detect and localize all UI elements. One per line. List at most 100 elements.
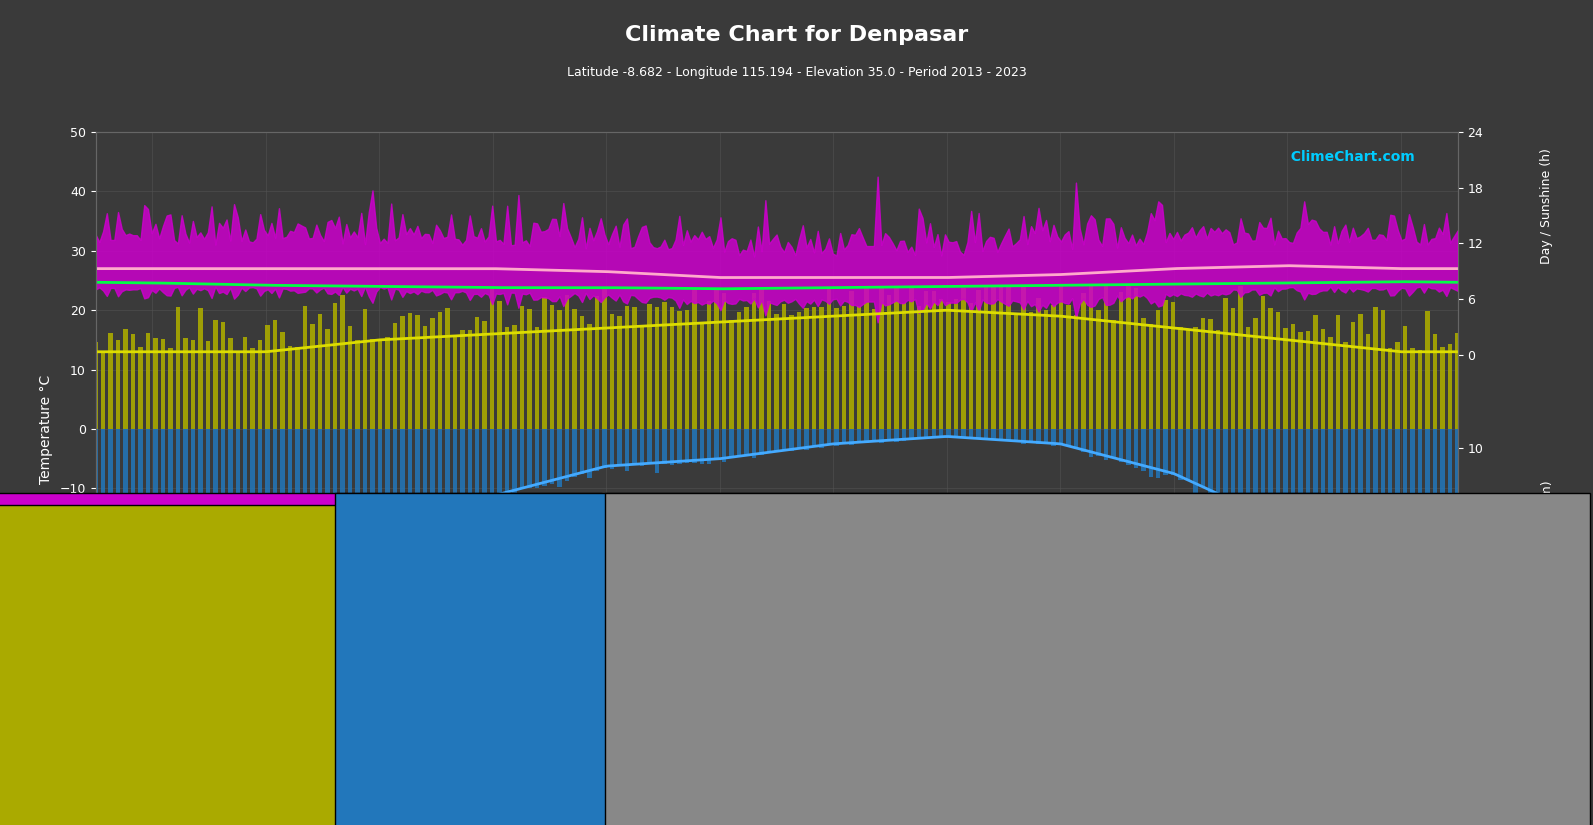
- Bar: [363, 429, 368, 587]
- Bar: [1434, 334, 1437, 429]
- Bar: [1209, 429, 1212, 495]
- Bar: [691, 429, 696, 464]
- Bar: [1118, 429, 1123, 462]
- Bar: [1418, 429, 1423, 643]
- Bar: [288, 429, 293, 633]
- Daylight per day: [629, 283, 648, 293]
- Bar: [258, 429, 263, 655]
- Bar: [347, 326, 352, 429]
- Bar: [752, 294, 757, 429]
- Bar: [796, 429, 801, 450]
- Bar: [932, 429, 937, 437]
- Bar: [1410, 429, 1415, 637]
- Bar: [355, 429, 360, 607]
- Bar: [1359, 314, 1362, 429]
- Bar: [1074, 315, 1078, 429]
- Text: Latitude -8.682 - Longitude 115.194 - Elevation 35.0 - Period 2013 - 2023: Latitude -8.682 - Longitude 115.194 - El…: [567, 66, 1026, 79]
- Bar: [588, 324, 591, 429]
- Bar: [669, 429, 674, 464]
- Bar: [370, 339, 374, 429]
- Bar: [341, 295, 344, 429]
- Text: — Monthly average sunshine: — Monthly average sunshine: [497, 771, 660, 780]
- Bar: [1276, 429, 1281, 529]
- Bar: [1284, 328, 1287, 429]
- Bar: [685, 429, 690, 463]
- Bar: [1434, 429, 1437, 649]
- Bar: [819, 429, 824, 448]
- Bar: [894, 429, 898, 442]
- Bar: [550, 429, 554, 484]
- Bar: [131, 429, 135, 733]
- Bar: [663, 429, 666, 464]
- Bar: [1007, 285, 1012, 429]
- Bar: [220, 323, 225, 429]
- Bar: [1403, 429, 1408, 633]
- Bar: [236, 351, 241, 429]
- Bar: [938, 429, 943, 437]
- Bar: [1426, 311, 1431, 429]
- Bar: [1276, 312, 1281, 429]
- Bar: [416, 315, 419, 429]
- Bar: [1448, 343, 1453, 429]
- Bar: [191, 340, 194, 429]
- Bar: [610, 314, 615, 429]
- Bar: [220, 429, 225, 688]
- Bar: [1021, 429, 1026, 444]
- Bar: [924, 291, 929, 429]
- Bar: [962, 429, 965, 438]
- Bar: [169, 429, 172, 709]
- Bar: [542, 298, 546, 429]
- Bar: [1290, 429, 1295, 538]
- Bar: [1171, 429, 1176, 475]
- Bar: [946, 303, 951, 429]
- Bar: [116, 340, 119, 429]
- Bar: [738, 429, 741, 456]
- Bar: [1231, 429, 1235, 505]
- Bar: [175, 429, 180, 706]
- Bar: [491, 288, 494, 429]
- Text: Day / Sunshine (h): Day / Sunshine (h): [462, 728, 591, 742]
- Bar: [1329, 337, 1333, 429]
- Bar: [640, 325, 644, 429]
- Bar: [244, 337, 247, 429]
- Bar: [475, 317, 479, 429]
- Bar: [730, 429, 734, 459]
- Bar: [580, 317, 585, 429]
- Bar: [1365, 334, 1370, 429]
- Bar: [715, 429, 718, 460]
- Text: Temperature °C: Temperature °C: [96, 728, 205, 742]
- Bar: [198, 429, 202, 691]
- Bar: [1088, 285, 1093, 429]
- Bar: [266, 325, 269, 429]
- Bar: [1290, 323, 1295, 429]
- Text: Snow per day: Snow per day: [1118, 742, 1195, 752]
- Bar: [1209, 319, 1212, 429]
- Bar: [766, 300, 771, 429]
- Bar: [438, 429, 443, 563]
- Bar: [527, 309, 532, 429]
- Bar: [1163, 429, 1168, 474]
- Bar: [319, 314, 322, 429]
- Bar: [624, 306, 629, 429]
- Bar: [827, 429, 832, 446]
- Bar: [213, 319, 218, 429]
- Bar: [1284, 429, 1287, 542]
- Bar: [640, 429, 644, 466]
- Bar: [819, 307, 824, 429]
- Bar: [1268, 308, 1273, 429]
- Bar: [1246, 327, 1251, 429]
- Bar: [632, 429, 637, 464]
- Bar: [1007, 429, 1012, 441]
- Bar: [841, 429, 846, 444]
- Bar: [280, 429, 285, 632]
- Bar: [1410, 348, 1415, 429]
- Bar: [916, 429, 921, 439]
- Bar: [519, 306, 524, 429]
- Bar: [1013, 429, 1018, 441]
- Bar: [205, 341, 210, 429]
- Bar: [835, 309, 838, 429]
- Bar: [946, 429, 951, 437]
- Bar: [835, 429, 838, 446]
- Bar: [766, 429, 771, 453]
- Bar: [475, 429, 479, 516]
